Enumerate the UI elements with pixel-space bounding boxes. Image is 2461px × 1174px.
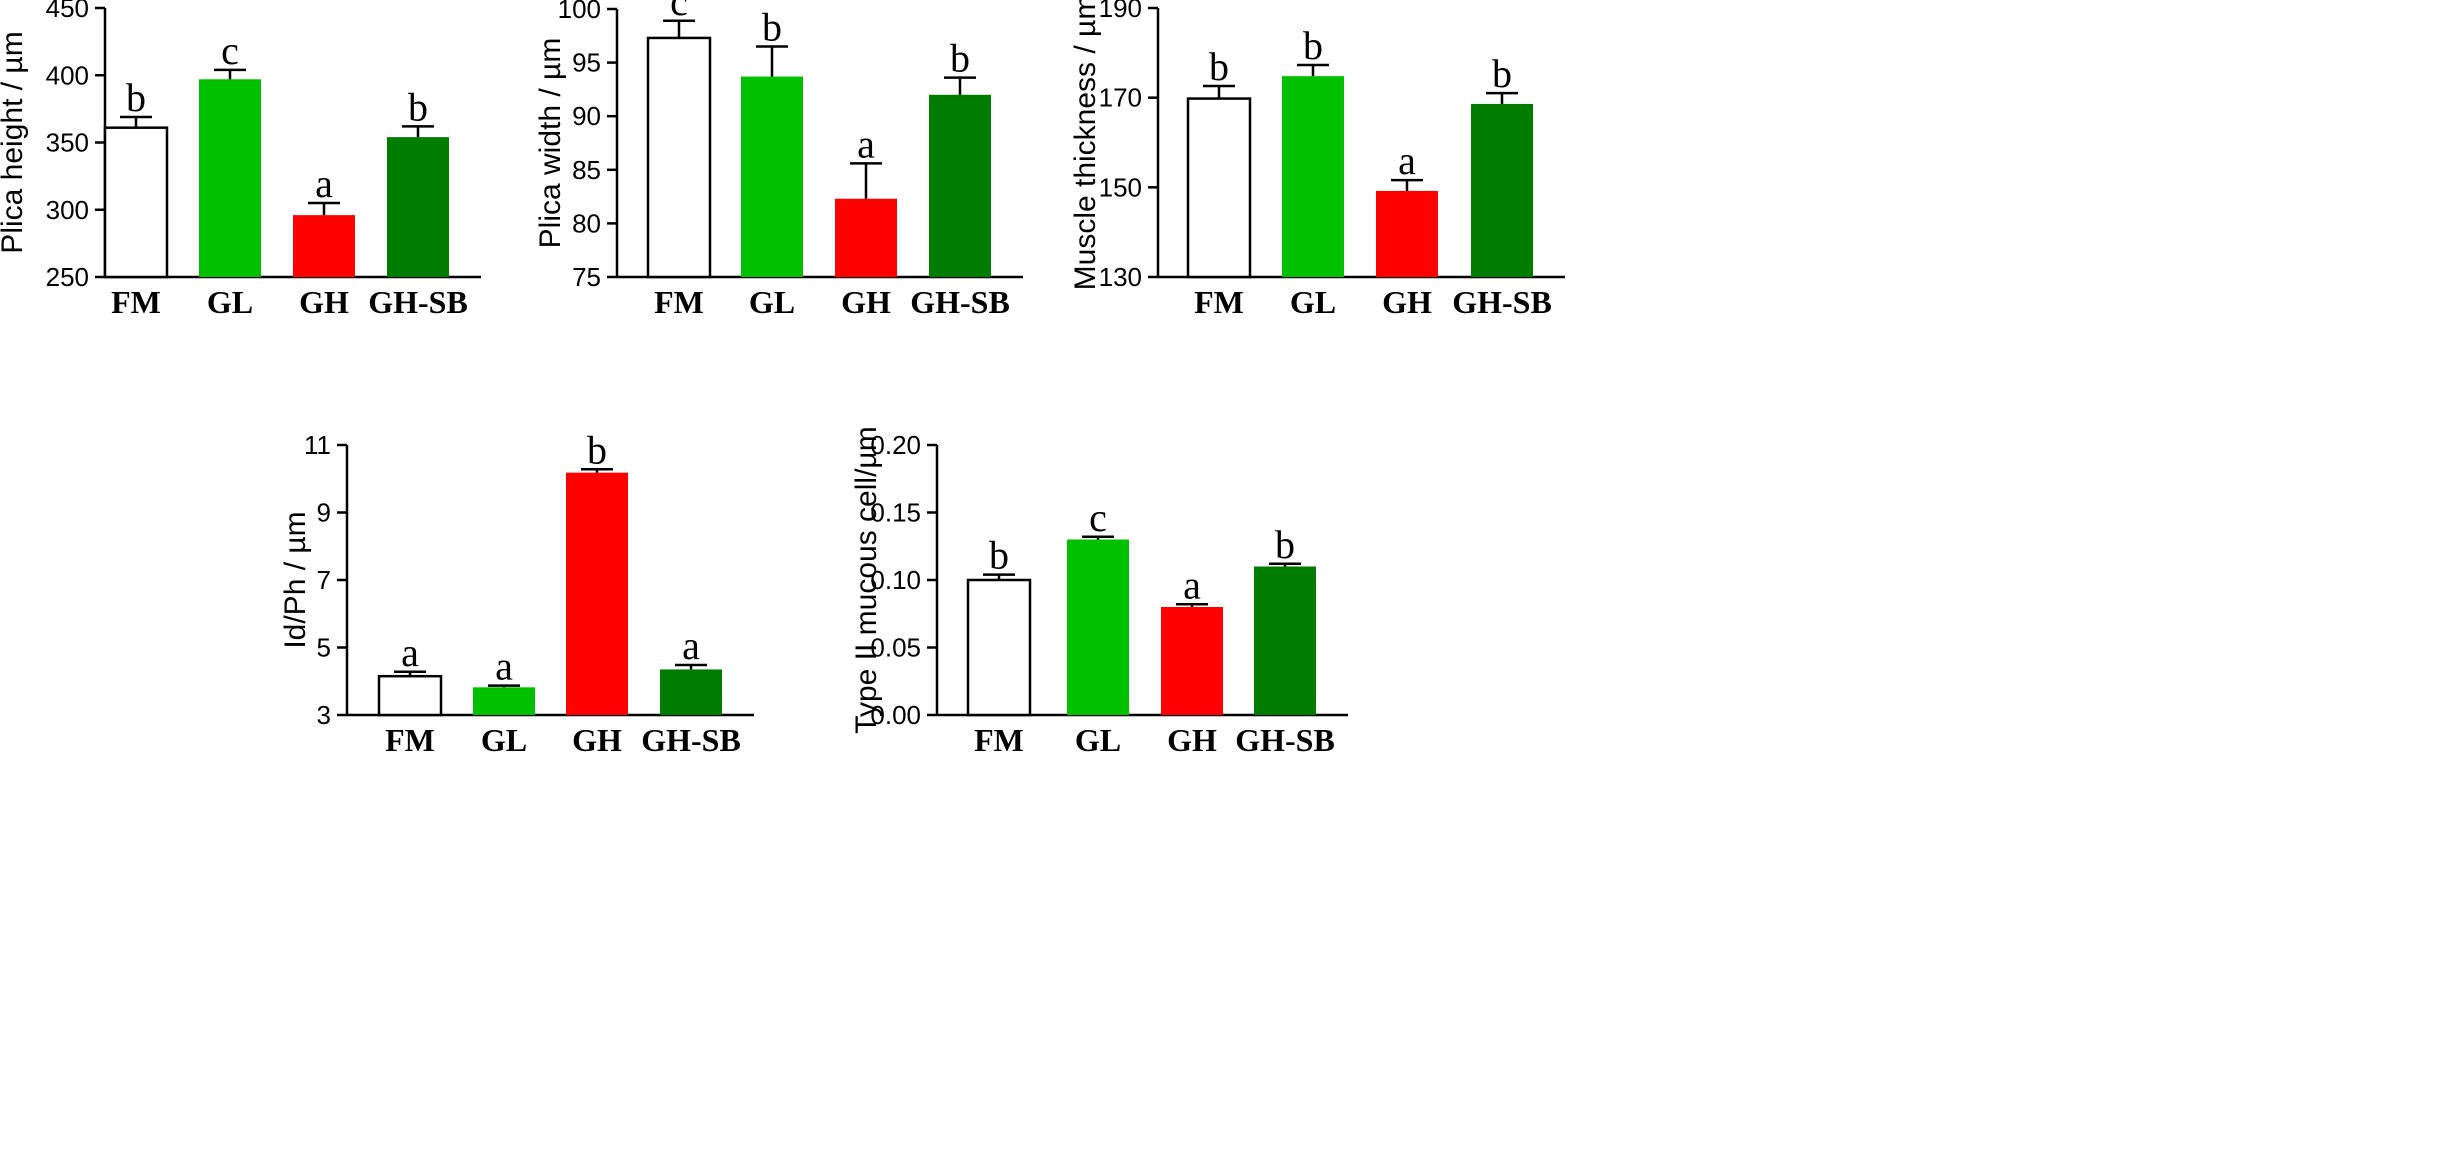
bar-gh bbox=[1161, 607, 1223, 715]
significance-label: b bbox=[950, 36, 970, 81]
x-tick-label: GL bbox=[749, 284, 795, 320]
bar-gl bbox=[741, 76, 803, 277]
bar-gh bbox=[566, 472, 628, 715]
x-tick-label: FM bbox=[974, 722, 1024, 758]
y-tick-label: 0.20 bbox=[870, 430, 921, 460]
significance-label: b bbox=[1492, 51, 1512, 96]
bar-fm bbox=[103, 126, 169, 279]
x-tick-label: GL bbox=[1290, 284, 1336, 320]
x-tick-label: GH bbox=[841, 284, 891, 320]
significance-label: b bbox=[989, 533, 1009, 578]
y-tick-label: 130 bbox=[1099, 262, 1142, 292]
chart-panel-1: 250 300 350 400 450 Plica height / µm b FM c GL a G… bbox=[0, 0, 481, 320]
x-tick-label: GL bbox=[481, 722, 527, 758]
x-tick-label: GH-SB bbox=[641, 722, 741, 758]
y-tick-label: 7 bbox=[317, 565, 331, 595]
bar-gl bbox=[1067, 539, 1129, 715]
y-tick-label: 250 bbox=[46, 262, 89, 292]
x-tick-label: GH-SB bbox=[910, 284, 1010, 320]
y-tick-label: 450 bbox=[46, 0, 89, 23]
y-tick-label: 400 bbox=[46, 60, 89, 90]
bar-gl bbox=[1282, 76, 1344, 277]
y-tick-label: 0.05 bbox=[870, 633, 921, 663]
significance-label: a bbox=[1183, 562, 1201, 607]
x-tick-label: FM bbox=[385, 722, 435, 758]
x-tick-label: GH bbox=[1382, 284, 1432, 320]
x-tick-label: GH bbox=[1167, 722, 1217, 758]
bar-gh-sb bbox=[929, 94, 991, 277]
y-tick-label: 300 bbox=[46, 195, 89, 225]
significance-label: b bbox=[126, 75, 146, 120]
bar-fm bbox=[1186, 97, 1252, 279]
y-tick-label: 100 bbox=[558, 0, 601, 24]
chart-panel-2: 75 80 85 90 95 100 Plica width / µm c FM b GL a GH b G… bbox=[534, 0, 1023, 320]
y-tick-label: 95 bbox=[572, 48, 601, 78]
x-tick-label: GH bbox=[572, 722, 622, 758]
x-tick-label: GL bbox=[1075, 722, 1121, 758]
x-tick-label: FM bbox=[111, 284, 161, 320]
y-tick-label: 170 bbox=[1099, 83, 1142, 113]
significance-label: a bbox=[401, 630, 419, 675]
x-tick-label: GH-SB bbox=[1452, 284, 1552, 320]
y-tick-label: 0.10 bbox=[870, 565, 921, 595]
y-tick-label: 0.15 bbox=[870, 498, 921, 528]
y-tick-label: 9 bbox=[317, 498, 331, 528]
significance-label: b bbox=[762, 5, 782, 50]
y-tick-label: 11 bbox=[304, 430, 331, 460]
x-tick-label: FM bbox=[654, 284, 704, 320]
y-tick-label: 5 bbox=[317, 633, 331, 663]
bar-fm bbox=[377, 674, 443, 717]
x-tick-label: GH bbox=[299, 284, 349, 320]
bar-fm bbox=[646, 36, 712, 279]
significance-label: a bbox=[1398, 138, 1416, 183]
bar-gl bbox=[473, 687, 535, 715]
significance-label: a bbox=[682, 623, 700, 668]
bar-gh bbox=[1376, 190, 1438, 277]
y-tick-label: 90 bbox=[572, 101, 601, 131]
y-tick-label: 3 bbox=[317, 700, 331, 730]
significance-label: b bbox=[1303, 23, 1323, 68]
y-tick-label: 150 bbox=[1099, 172, 1142, 202]
bar-gh-sb bbox=[387, 137, 449, 277]
y-axis-title: Id/Ph / µm bbox=[279, 511, 312, 648]
y-tick-label: 350 bbox=[46, 128, 89, 158]
significance-label: a bbox=[495, 644, 513, 689]
y-tick-label: 85 bbox=[572, 155, 601, 185]
significance-label: b bbox=[408, 84, 428, 129]
y-axis-title: Muscle thickness / µm bbox=[1069, 0, 1102, 290]
significance-label: b bbox=[1209, 44, 1229, 89]
bar-gh-sb bbox=[660, 669, 722, 715]
x-tick-label: GH-SB bbox=[1235, 722, 1335, 758]
bar-gh bbox=[835, 198, 897, 277]
bar-gh-sb bbox=[1254, 566, 1316, 715]
x-tick-label: FM bbox=[1194, 284, 1244, 320]
bar-gh bbox=[293, 215, 355, 277]
y-axis-title: Type II mucous cell/µm bbox=[850, 426, 883, 733]
significance-label: c bbox=[221, 28, 239, 73]
y-tick-label: 75 bbox=[572, 262, 601, 292]
significance-label: b bbox=[1275, 522, 1295, 567]
bar-fm bbox=[966, 578, 1032, 717]
y-tick-label: 80 bbox=[572, 208, 601, 238]
significance-label: c bbox=[1089, 495, 1107, 540]
significance-label: a bbox=[315, 161, 333, 206]
chart-panel-4: 3 5 7 9 11 Id/Ph / µm a FM a GL b GH a GH-SB bbox=[279, 427, 754, 758]
y-tick-label: 0.00 bbox=[870, 700, 921, 730]
significance-label: c bbox=[670, 0, 688, 24]
bar-gl bbox=[199, 79, 261, 277]
y-tick-label: 190 bbox=[1099, 0, 1142, 23]
x-tick-label: GH-SB bbox=[368, 284, 468, 320]
bar-gh-sb bbox=[1471, 103, 1533, 278]
significance-label: b bbox=[587, 427, 607, 472]
y-axis-title: Plica height / µm bbox=[0, 31, 29, 253]
y-axis-title: Plica width / µm bbox=[534, 38, 567, 249]
significance-label: a bbox=[857, 121, 875, 166]
x-tick-label: GL bbox=[207, 284, 253, 320]
